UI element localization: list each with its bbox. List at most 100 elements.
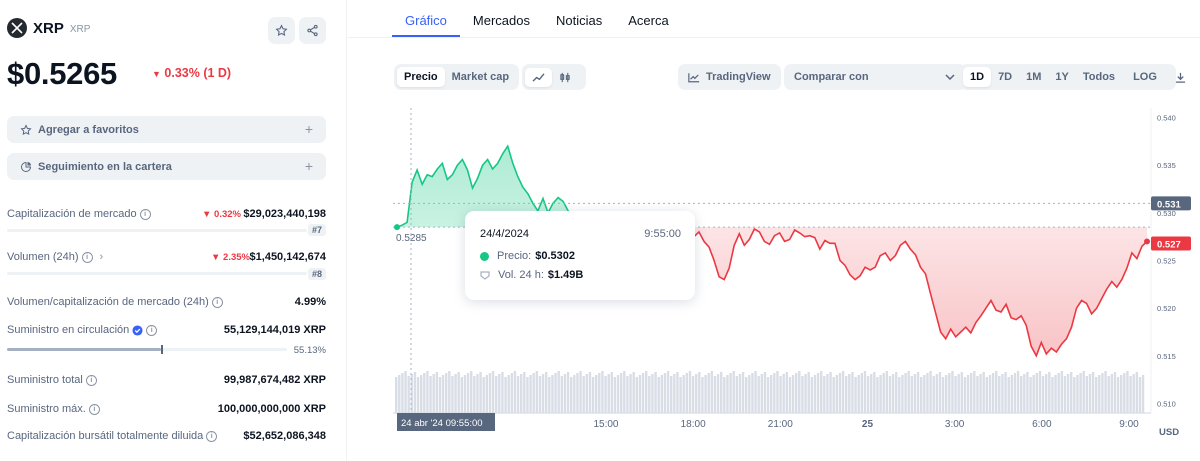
share-button[interactable]: [299, 17, 326, 44]
volume-bar: [826, 374, 829, 413]
volume-bar: [713, 376, 717, 413]
volume-bar: [1141, 375, 1145, 413]
volume-bar: [660, 375, 664, 413]
volume-bar: [1123, 373, 1126, 413]
line-chart-icon[interactable]: [525, 67, 552, 87]
price-area-down: [397, 227, 1147, 356]
range-all[interactable]: Todos: [1082, 71, 1116, 83]
volume-bar: [901, 375, 904, 413]
volume-bar: [616, 375, 620, 413]
tab-chart[interactable]: Gráfico: [392, 0, 460, 37]
volume-bar: [573, 375, 576, 413]
volume-bar: [626, 376, 629, 413]
start-point: [394, 224, 400, 231]
volume-bar: [929, 371, 932, 413]
volume-bar: [860, 373, 864, 413]
tooltip-volume-row: Vol. 24 h: $1.49B: [480, 269, 583, 281]
track-portfolio-button[interactable]: Seguimiento en la cartera +: [7, 153, 326, 180]
supply-progress-fill: [7, 348, 162, 351]
volume-bar: [666, 371, 670, 413]
range-7d[interactable]: 7D: [998, 71, 1013, 83]
volume-bar: [416, 377, 420, 413]
volume-bar: [507, 375, 510, 413]
volume-bar: [423, 373, 426, 413]
verified-badge-icon: [132, 324, 143, 336]
volume-bar: [566, 372, 570, 413]
volume-bar: [1026, 372, 1029, 413]
volume-bar: [1132, 374, 1135, 413]
volume-bar: [888, 376, 892, 413]
track-portfolio-label: Seguimiento en la cartera: [38, 160, 172, 173]
chart-type-toggle: [522, 64, 586, 90]
volume-bar: [513, 371, 517, 413]
stat-label: Capitalización de mercado: [7, 208, 137, 220]
volume-bar: [476, 374, 479, 413]
volume-bar: [823, 376, 826, 413]
volume-bar: [795, 373, 798, 413]
volume-bar: [488, 373, 492, 413]
volume-bar: [432, 374, 435, 413]
volume-bar: [1126, 371, 1129, 413]
down-triangle-icon: ▼: [152, 69, 161, 79]
volume-bar: [654, 372, 657, 413]
tradingview-button[interactable]: TradingView: [678, 64, 781, 90]
volume-bar: [520, 374, 523, 413]
market-cap-toggle[interactable]: Market cap: [451, 71, 510, 83]
volume-bar: [470, 371, 473, 413]
info-icon[interactable]: i: [139, 208, 151, 220]
range-1m[interactable]: 1M: [1026, 71, 1042, 83]
volume-bar: [457, 372, 460, 413]
volume-bar: [798, 371, 801, 413]
range-1y[interactable]: 1Y: [1055, 71, 1069, 83]
y-tick-label: 0.540: [1157, 114, 1176, 123]
volume-bar: [938, 372, 942, 413]
compare-select[interactable]: Comparar con: [784, 64, 966, 90]
info-icon[interactable]: i: [211, 296, 223, 308]
compare-label: Comparar con: [794, 71, 869, 83]
tabs-divider: [347, 37, 1200, 38]
info-icon[interactable]: i: [81, 251, 93, 263]
volume-bar: [663, 373, 667, 413]
tab-about[interactable]: Acerca: [628, 13, 669, 28]
volume-bar: [907, 371, 910, 413]
volume-bar: [516, 376, 520, 413]
range-1d[interactable]: 1D: [963, 67, 992, 87]
tab-markets[interactable]: Mercados: [472, 13, 530, 28]
volume-bar: [576, 373, 579, 413]
volume-bar: [701, 377, 704, 413]
volume-bar: [535, 371, 539, 413]
stat-change: ▼ 0.32%: [202, 208, 241, 220]
price-toggle[interactable]: Precio: [397, 67, 445, 87]
volume-bar: [1085, 376, 1089, 413]
log-toggle[interactable]: LOG: [1133, 71, 1157, 83]
add-watchlist-button[interactable]: Agregar a favoritos +: [7, 116, 326, 143]
volume-bar: [910, 376, 914, 413]
x-tick-label: 18:00: [681, 419, 706, 430]
volume-bar: [898, 377, 901, 413]
baseline-label: 0.5285: [396, 233, 427, 244]
chevron-right-icon[interactable]: ›: [99, 251, 104, 263]
stat-total-supply: Suministro total i 99,987,674,482 XRP: [7, 374, 326, 386]
info-icon[interactable]: i: [88, 403, 100, 415]
info-icon[interactable]: i: [206, 430, 218, 442]
tradingview-icon: [688, 72, 700, 82]
x-tick-label: 3:00: [945, 419, 965, 430]
download-icon[interactable]: [1168, 68, 1193, 87]
info-icon[interactable]: i: [85, 374, 97, 386]
range-toggle: 1D 7D 1M 1Y Todos LOG: [960, 64, 1185, 90]
price-chart[interactable]: 0.5285 0.540 0.535 0.530 0.525 0.520 0.515 0.51…: [393, 108, 1200, 438]
tab-news[interactable]: Noticias: [555, 13, 603, 28]
volume-bar: [704, 375, 707, 413]
currency-label: USD: [1159, 427, 1179, 438]
supply-progress-marker: [161, 345, 164, 354]
stat-value: $52,652,086,348: [243, 430, 326, 442]
volume-bar: [741, 372, 745, 413]
candlestick-icon[interactable]: [552, 68, 578, 87]
watchlist-star-button[interactable]: [268, 17, 295, 44]
volume-bar: [473, 376, 476, 413]
x-tick-label: 21:00: [768, 419, 793, 430]
info-icon[interactable]: i: [146, 324, 158, 336]
supply-progress-track: [7, 345, 287, 354]
volume-bar: [841, 371, 845, 413]
volume-bar: [979, 374, 982, 413]
